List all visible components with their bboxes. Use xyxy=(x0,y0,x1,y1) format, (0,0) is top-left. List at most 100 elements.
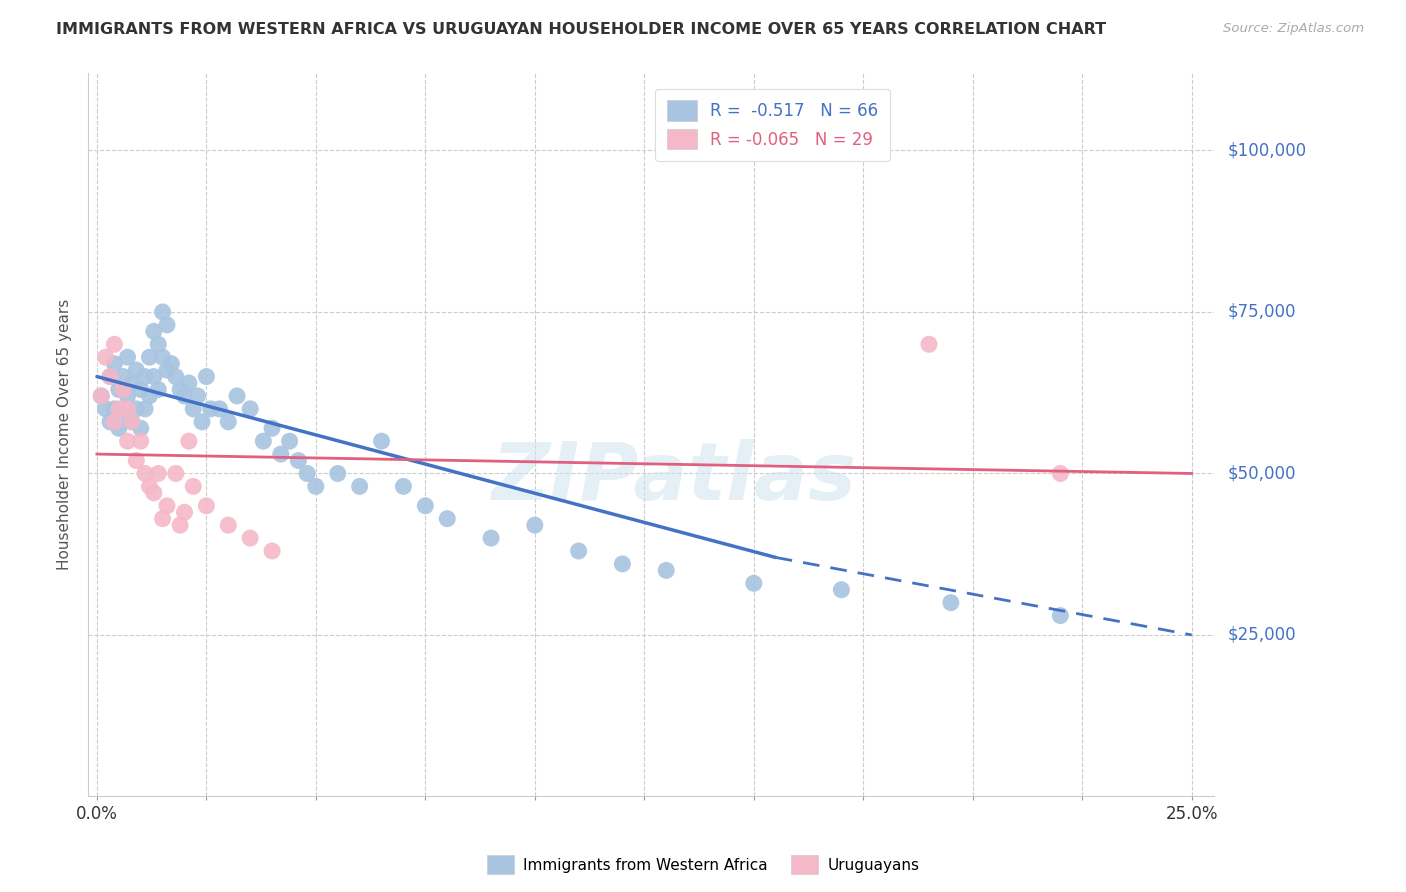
Point xyxy=(152,305,174,319)
Text: $75,000: $75,000 xyxy=(1227,303,1296,321)
Point xyxy=(939,596,962,610)
Point xyxy=(612,557,634,571)
Point xyxy=(98,369,121,384)
Point xyxy=(134,369,156,384)
Point xyxy=(169,383,191,397)
Point xyxy=(112,369,135,384)
Point xyxy=(125,363,148,377)
Point xyxy=(90,389,112,403)
Point xyxy=(200,401,222,416)
Point xyxy=(191,415,214,429)
Legend: R =  -0.517   N = 66, R = -0.065   N = 29: R = -0.517 N = 66, R = -0.065 N = 29 xyxy=(655,88,890,161)
Point xyxy=(173,389,195,403)
Point xyxy=(655,563,678,577)
Point xyxy=(108,421,131,435)
Legend: Immigrants from Western Africa, Uruguayans: Immigrants from Western Africa, Uruguaya… xyxy=(481,849,925,880)
Point xyxy=(129,434,152,449)
Point xyxy=(156,499,179,513)
Point xyxy=(98,415,121,429)
Point xyxy=(112,383,135,397)
Point xyxy=(436,511,458,525)
Point xyxy=(252,434,274,449)
Point xyxy=(148,337,170,351)
Point xyxy=(262,421,284,435)
Point xyxy=(169,518,191,533)
Point xyxy=(94,401,117,416)
Point xyxy=(568,544,591,558)
Point xyxy=(295,467,318,481)
Point xyxy=(94,350,117,364)
Point xyxy=(90,389,112,403)
Point xyxy=(830,582,852,597)
Point xyxy=(108,401,131,416)
Point xyxy=(156,318,179,332)
Point xyxy=(103,415,125,429)
Point xyxy=(152,350,174,364)
Point xyxy=(142,369,165,384)
Point xyxy=(305,479,328,493)
Point xyxy=(148,467,170,481)
Point xyxy=(103,357,125,371)
Point xyxy=(121,376,143,390)
Point xyxy=(523,518,546,533)
Point xyxy=(134,467,156,481)
Point xyxy=(121,415,143,429)
Point xyxy=(349,479,371,493)
Point xyxy=(125,401,148,416)
Point xyxy=(195,369,218,384)
Point xyxy=(117,434,139,449)
Point xyxy=(103,401,125,416)
Point xyxy=(181,479,204,493)
Text: $50,000: $50,000 xyxy=(1227,465,1296,483)
Point xyxy=(278,434,301,449)
Point xyxy=(156,363,179,377)
Point xyxy=(117,350,139,364)
Text: IMMIGRANTS FROM WESTERN AFRICA VS URUGUAYAN HOUSEHOLDER INCOME OVER 65 YEARS COR: IMMIGRANTS FROM WESTERN AFRICA VS URUGUA… xyxy=(56,22,1107,37)
Point xyxy=(226,389,249,403)
Point xyxy=(117,401,139,416)
Point xyxy=(138,479,160,493)
Point xyxy=(918,337,941,351)
Point xyxy=(270,447,292,461)
Point xyxy=(208,401,231,416)
Point xyxy=(142,324,165,338)
Point xyxy=(217,415,239,429)
Point xyxy=(1049,608,1071,623)
Point xyxy=(173,505,195,519)
Point xyxy=(370,434,392,449)
Point xyxy=(177,376,200,390)
Point xyxy=(98,369,121,384)
Point xyxy=(165,369,187,384)
Text: ZIPatlas: ZIPatlas xyxy=(491,439,856,517)
Point xyxy=(239,401,262,416)
Point xyxy=(165,467,187,481)
Point xyxy=(142,486,165,500)
Point xyxy=(152,511,174,525)
Point xyxy=(415,499,437,513)
Point xyxy=(103,337,125,351)
Point xyxy=(134,401,156,416)
Point xyxy=(326,467,349,481)
Point xyxy=(148,383,170,397)
Point xyxy=(129,421,152,435)
Point xyxy=(1049,467,1071,481)
Point xyxy=(138,350,160,364)
Point xyxy=(117,389,139,403)
Point xyxy=(125,453,148,467)
Text: $100,000: $100,000 xyxy=(1227,142,1306,160)
Point xyxy=(742,576,765,591)
Point xyxy=(129,383,152,397)
Point xyxy=(195,499,218,513)
Point xyxy=(108,383,131,397)
Point xyxy=(479,531,502,545)
Point xyxy=(112,409,135,423)
Point xyxy=(121,415,143,429)
Point xyxy=(177,434,200,449)
Point xyxy=(138,389,160,403)
Point xyxy=(217,518,239,533)
Y-axis label: Householder Income Over 65 years: Householder Income Over 65 years xyxy=(58,299,72,570)
Point xyxy=(287,453,309,467)
Point xyxy=(392,479,415,493)
Point xyxy=(239,531,262,545)
Text: $25,000: $25,000 xyxy=(1227,626,1296,644)
